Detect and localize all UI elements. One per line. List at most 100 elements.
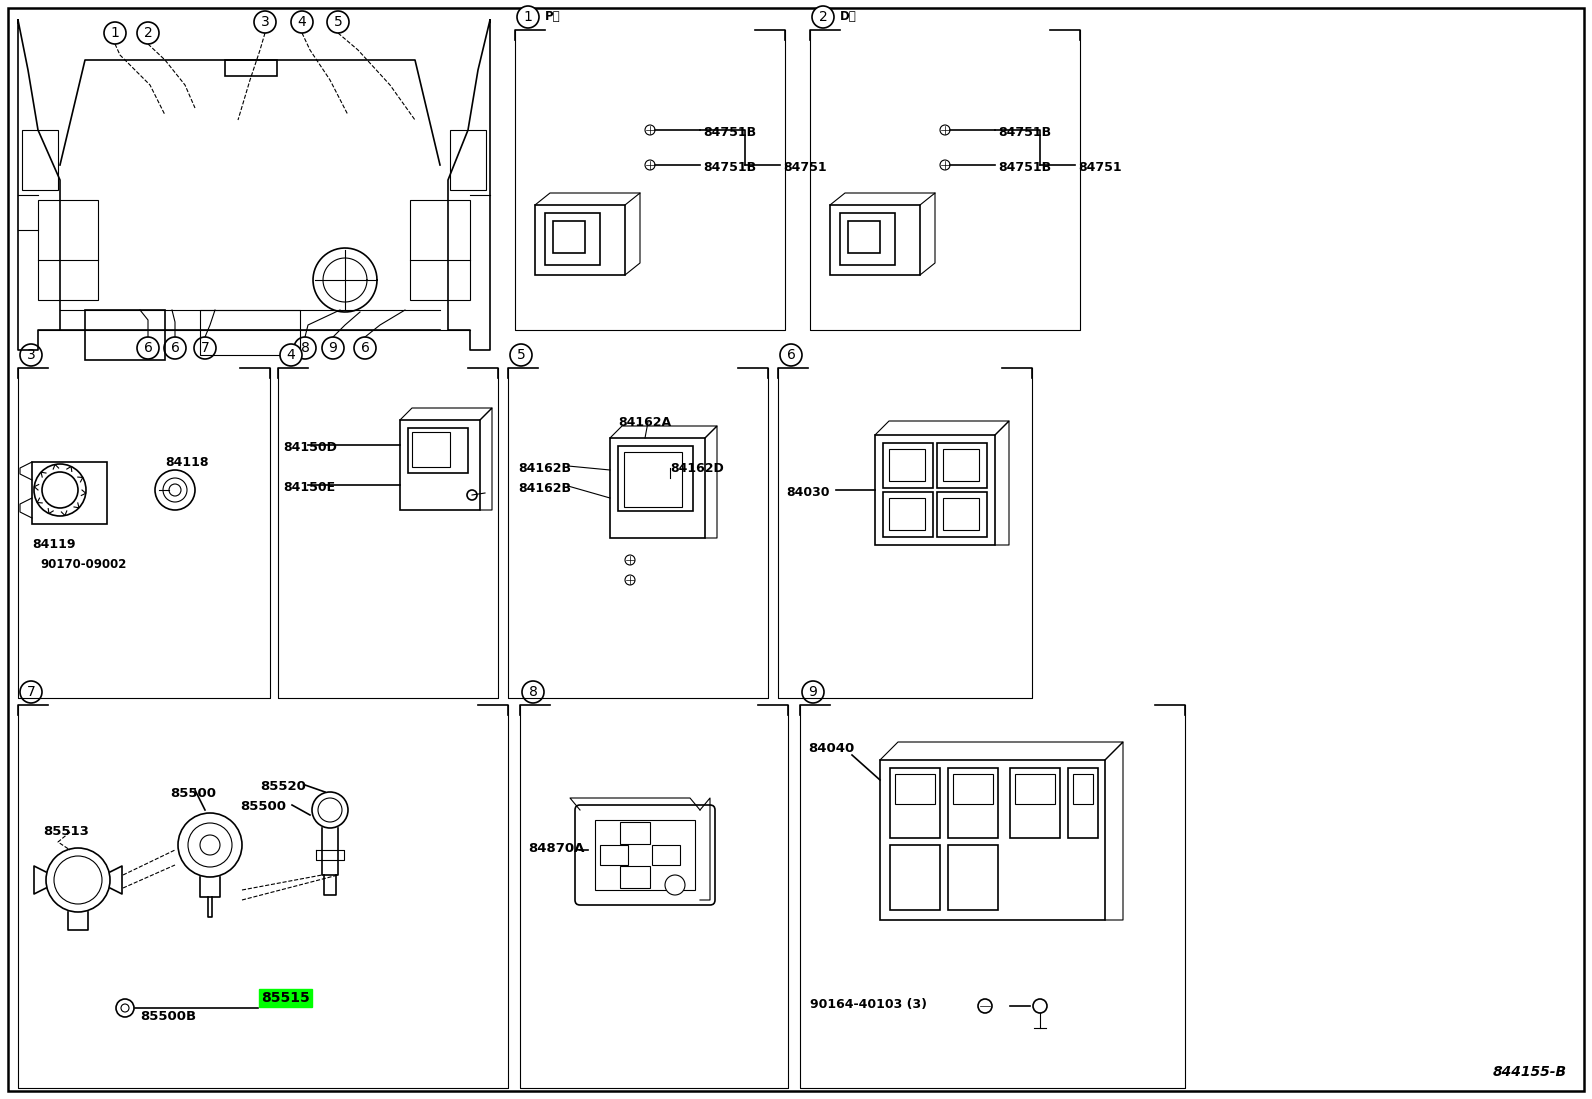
Bar	[895, 774, 935, 804]
Text: 84751B: 84751B	[998, 126, 1051, 138]
Bar	[947, 768, 998, 839]
Circle shape	[169, 484, 181, 496]
Circle shape	[178, 813, 242, 877]
Text: 7: 7	[27, 685, 35, 699]
Text: 84118: 84118	[166, 456, 209, 469]
Bar	[938, 443, 987, 488]
Text: 6: 6	[786, 348, 796, 362]
Circle shape	[977, 999, 992, 1013]
Text: 85500B: 85500B	[140, 1010, 196, 1023]
Circle shape	[517, 5, 540, 27]
Circle shape	[322, 337, 344, 359]
Bar	[38, 200, 99, 300]
Bar	[201, 310, 299, 355]
Bar	[884, 443, 933, 488]
Circle shape	[291, 11, 314, 33]
Bar	[849, 221, 880, 253]
Bar	[619, 822, 650, 844]
Bar	[884, 492, 933, 537]
Text: 85500: 85500	[240, 800, 287, 813]
Text: 8: 8	[301, 341, 309, 355]
Text: 1: 1	[110, 26, 119, 40]
Text: 9: 9	[328, 341, 338, 355]
Text: 84150D: 84150D	[283, 441, 338, 454]
Bar	[876, 435, 995, 545]
Bar	[841, 213, 895, 265]
Text: 90164-40103 (3): 90164-40103 (3)	[810, 998, 927, 1011]
Circle shape	[280, 344, 302, 366]
Bar	[32, 462, 107, 524]
Bar	[829, 206, 920, 275]
Bar	[619, 866, 650, 888]
Circle shape	[201, 835, 220, 855]
Circle shape	[116, 999, 134, 1017]
Bar	[600, 845, 627, 865]
Bar	[610, 439, 705, 539]
Circle shape	[21, 344, 41, 366]
Circle shape	[154, 470, 194, 510]
Bar	[224, 60, 277, 76]
Circle shape	[645, 125, 654, 135]
Text: 84030: 84030	[786, 486, 829, 499]
Text: 84870A: 84870A	[529, 842, 584, 855]
Circle shape	[137, 22, 159, 44]
Text: 85515: 85515	[259, 990, 309, 1004]
Text: 84751: 84751	[1078, 160, 1122, 174]
Bar	[888, 449, 925, 481]
Text: 844155-B: 844155-B	[1493, 1065, 1567, 1079]
Bar	[942, 498, 979, 530]
Text: 84119: 84119	[32, 539, 75, 551]
Circle shape	[939, 125, 950, 135]
Bar	[408, 428, 468, 473]
Bar	[84, 310, 166, 360]
Circle shape	[353, 337, 376, 359]
Circle shape	[103, 22, 126, 44]
Circle shape	[255, 11, 275, 33]
Text: 85500: 85500	[170, 787, 217, 800]
Bar	[552, 221, 584, 253]
Text: 84751B: 84751B	[704, 126, 756, 138]
Bar	[535, 206, 626, 275]
Text: 4: 4	[298, 15, 306, 29]
Text: 84751B: 84751B	[998, 160, 1051, 174]
Circle shape	[46, 848, 110, 912]
Circle shape	[522, 681, 544, 703]
Bar	[947, 845, 998, 910]
Bar	[1016, 774, 1055, 804]
Text: 4: 4	[287, 348, 296, 362]
Text: 5: 5	[334, 15, 342, 29]
Text: 3: 3	[261, 15, 269, 29]
Text: 84751B: 84751B	[704, 160, 756, 174]
Text: 9: 9	[809, 685, 817, 699]
Circle shape	[1033, 999, 1048, 1013]
Circle shape	[33, 464, 86, 517]
Circle shape	[162, 478, 186, 502]
Bar	[653, 845, 680, 865]
Text: 1: 1	[524, 10, 532, 24]
Text: 7: 7	[201, 341, 210, 355]
Bar	[411, 200, 470, 300]
Text: 85520: 85520	[259, 780, 306, 793]
Circle shape	[312, 792, 349, 828]
Text: 85515: 85515	[261, 991, 310, 1004]
Text: 6: 6	[360, 341, 369, 355]
Circle shape	[295, 337, 315, 359]
Circle shape	[41, 471, 78, 508]
Bar	[888, 498, 925, 530]
Text: 84162A: 84162A	[618, 417, 672, 429]
Bar	[400, 420, 481, 510]
Circle shape	[665, 875, 685, 895]
Circle shape	[194, 337, 217, 359]
Text: 2: 2	[143, 26, 153, 40]
Circle shape	[626, 555, 635, 565]
Bar	[1073, 774, 1094, 804]
Text: 6: 6	[143, 341, 153, 355]
Text: 84162B: 84162B	[517, 482, 572, 495]
Text: 84040: 84040	[809, 742, 855, 755]
Circle shape	[54, 856, 102, 904]
Bar	[451, 130, 486, 190]
Bar	[544, 213, 600, 265]
Circle shape	[802, 681, 825, 703]
Circle shape	[121, 1004, 129, 1012]
Circle shape	[164, 337, 186, 359]
